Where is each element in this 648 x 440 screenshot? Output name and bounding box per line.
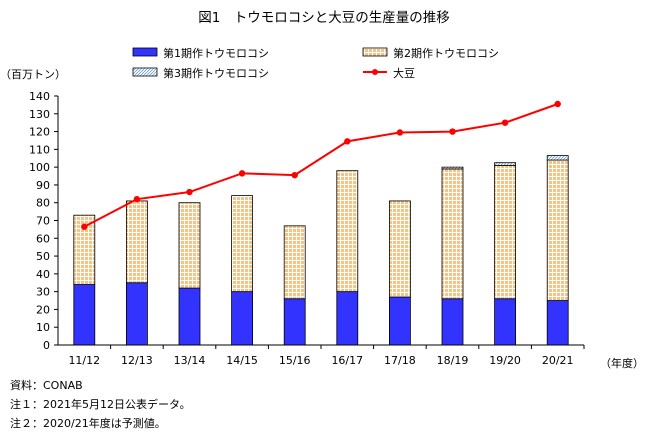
legend-label: 第3期作トウモロコシ [163, 66, 269, 80]
chart: 図1 トウモロコシと大豆の生産量の推移 （百万トン） （年度） 第1期作トウモロ… [0, 10, 644, 370]
bar-segment-1 [126, 282, 148, 346]
y-tick-label: 10 [36, 321, 50, 334]
soybean-point [396, 129, 404, 136]
chart-title: 図1 トウモロコシと大豆の生産量の推移 [198, 10, 450, 26]
bar-segment-2 [494, 164, 517, 300]
y-tick-label: 60 [36, 232, 50, 245]
soybean-point [186, 188, 193, 196]
y-axis-label: （百万トン） [0, 68, 66, 81]
notes: 資料：CONAB 注１：2021年5月12日公表データ。 注２：2020/21年… [10, 376, 191, 433]
bar-segment-1 [178, 287, 201, 346]
plot-area: 0 10 20 30 40 50 60 70 80 90 100 110 120 130 140 11/12 1… [29, 90, 585, 367]
y-tick-label: 120 [29, 126, 50, 139]
y-tick-label: 20 [36, 303, 50, 316]
x-tick-label: 13/14 [174, 354, 206, 367]
soybean-point [344, 138, 351, 145]
legend-swatch [362, 47, 388, 57]
x-tick-label: 12/13 [121, 354, 153, 367]
bar-segment-1 [73, 284, 96, 346]
x-axis-label: （年度） [600, 356, 644, 370]
soybean-point [501, 119, 509, 126]
soybean-point [554, 100, 561, 108]
soybean-point [449, 128, 456, 135]
bar-segment-2 [546, 159, 569, 301]
bar-segment-3 [494, 162, 517, 166]
bar-segment-3 [546, 155, 569, 161]
bar-segment-1 [283, 298, 306, 346]
y-tick-label: 30 [36, 286, 50, 299]
bar-segment-1 [441, 298, 464, 346]
legend-swatch [132, 47, 158, 57]
x-tick-label: 18/19 [437, 354, 469, 367]
footnote-2: 注２：2020/21年度は予測値。 [10, 417, 166, 430]
bar-segment-2 [388, 200, 411, 298]
y-tick-label: 110 [29, 143, 50, 156]
x-tick-label: 17/18 [384, 354, 416, 367]
legend-label: 大豆 [393, 66, 415, 80]
bar-segment-2 [231, 195, 254, 293]
bar-segment-2 [73, 214, 96, 285]
bar-segment-2 [178, 202, 201, 289]
bar-segment-1 [388, 296, 411, 346]
source-note: 資料：CONAB [10, 379, 83, 392]
soybean-point [238, 170, 246, 177]
y-tick-label: 50 [36, 250, 50, 263]
y-tick-label: 130 [29, 108, 50, 121]
bar-segment-1 [231, 291, 254, 346]
x-tick-label: 11/12 [68, 354, 100, 367]
bar-segment-1 [336, 291, 359, 346]
soybean-line [83, 103, 559, 228]
x-tick-label: 14/15 [226, 354, 258, 367]
y-tick-label: 140 [29, 90, 50, 103]
bar-segment-2 [126, 200, 148, 284]
x-tick-label: 20/21 [542, 354, 574, 367]
y-tick-label: 100 [29, 161, 50, 174]
legend-swatch [132, 67, 158, 77]
y-tick-label: 40 [36, 268, 50, 281]
bar-segment-2 [336, 170, 359, 293]
soybean-point [81, 223, 88, 230]
x-tick-label: 19/20 [489, 354, 521, 367]
y-tick-label: 70 [36, 215, 50, 228]
bar-segment-1 [494, 298, 517, 346]
soybean-point [291, 171, 298, 179]
soybean-point [133, 195, 141, 203]
bar-segment-1 [546, 300, 569, 346]
y-tick-label: 80 [36, 197, 50, 210]
x-tick-label: 16/17 [331, 354, 363, 367]
x-tick-label: 15/16 [279, 354, 311, 367]
bar-segment-2 [441, 168, 464, 300]
bar-segment-2 [283, 225, 306, 300]
legend-marker [372, 69, 378, 75]
legend-label: 第2期作トウモロコシ [393, 46, 499, 60]
bar-segment-3 [441, 166, 464, 170]
y-tick-label: 90 [36, 179, 50, 192]
legend-label: 第1期作トウモロコシ [163, 46, 269, 60]
footnote-1: 注１：2021年5月12日公表データ。 [10, 398, 191, 411]
y-tick-label: 0 [43, 339, 50, 352]
